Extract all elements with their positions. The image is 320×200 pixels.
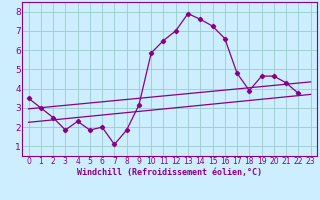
X-axis label: Windchill (Refroidissement éolien,°C): Windchill (Refroidissement éolien,°C) [77,168,262,177]
